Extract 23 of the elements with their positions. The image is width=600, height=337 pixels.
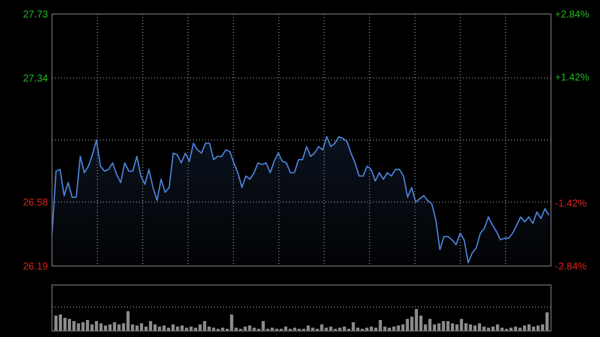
bar	[112, 322, 116, 331]
bar	[68, 318, 72, 331]
bar	[58, 314, 62, 331]
bar	[442, 321, 446, 331]
y2-tick-label: +1.42%	[555, 72, 590, 84]
bar	[86, 320, 90, 331]
y-tick-label: 26.19	[22, 262, 48, 272]
bar	[63, 318, 67, 331]
bar	[446, 321, 450, 331]
y-tick-label: 27.73	[22, 10, 48, 20]
y2-tick-label: -1.42%	[555, 198, 587, 210]
bar	[460, 318, 464, 331]
bar	[94, 321, 98, 331]
bar	[72, 321, 76, 331]
bar	[81, 322, 85, 331]
bar	[54, 316, 58, 331]
y2-tick-label: +2.84%	[555, 10, 590, 20]
bar	[545, 312, 549, 331]
y-tick-label: 26.58	[22, 198, 48, 209]
bar	[148, 321, 152, 331]
y-tick-label: 27.34	[22, 73, 48, 84]
bar	[126, 311, 130, 331]
y2-tick-label: -2.84%	[555, 262, 587, 272]
